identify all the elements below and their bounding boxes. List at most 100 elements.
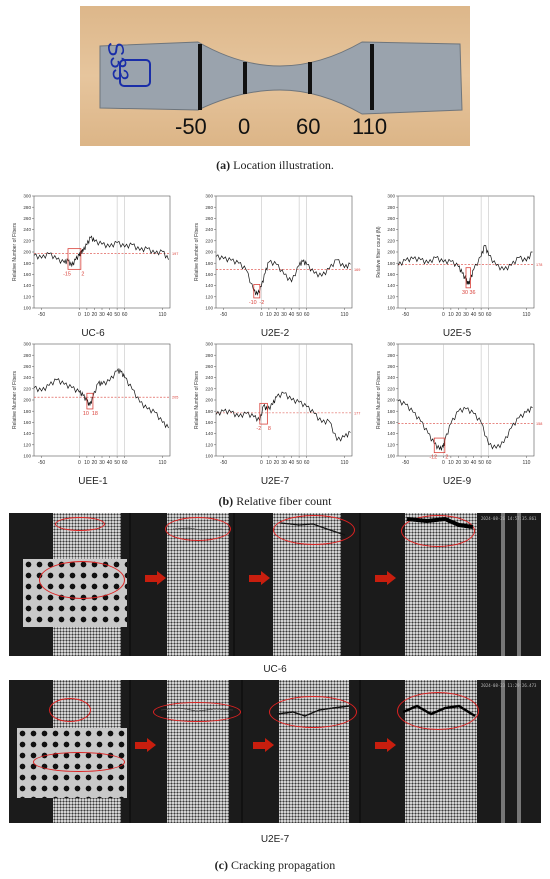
y-tick-label: 120 xyxy=(205,294,213,299)
y-tick-label: 240 xyxy=(387,227,395,232)
x-tick-label: 110 xyxy=(522,312,530,318)
photo-frame-3 xyxy=(243,680,359,823)
chart-title: UEE-1 xyxy=(78,476,108,487)
progress-arrow-head xyxy=(387,738,396,752)
highlight-label-end: 8 xyxy=(268,426,271,432)
x-tick-label: -50 xyxy=(38,312,45,318)
photo-row-label-uc-6: UC-6 xyxy=(263,664,287,675)
progress-arrow xyxy=(135,742,147,749)
mean-label: 169 xyxy=(354,268,360,272)
y-tick-label: 180 xyxy=(205,409,213,414)
x-tick-label: 60 xyxy=(486,312,492,318)
y-tick-label: 280 xyxy=(23,353,31,358)
series-line xyxy=(33,367,169,429)
y-tick-label: 100 xyxy=(387,306,395,311)
x-tick-label: 60 xyxy=(486,460,492,466)
x-tick-label: 30 xyxy=(99,312,105,318)
y-tick-label: 280 xyxy=(205,353,213,358)
x-tick-label: 10 xyxy=(84,312,90,318)
highlight-box xyxy=(86,392,94,410)
mean-label: 197 xyxy=(172,252,178,256)
x-tick-label: 110 xyxy=(522,460,530,466)
x-tick-label: 50 xyxy=(296,312,302,318)
plot-area xyxy=(33,343,171,457)
x-tick-label: 10 xyxy=(266,460,272,466)
crack-highlight-ellipse xyxy=(165,517,231,541)
marker-label-60: 60 xyxy=(296,114,321,139)
x-tick-label: -50 xyxy=(38,460,45,466)
series-line xyxy=(215,391,351,442)
photo-frame-2 xyxy=(131,513,233,656)
x-tick-label: 50 xyxy=(478,312,484,318)
progress-arrow xyxy=(145,575,157,582)
chart-title: U2E-5 xyxy=(442,328,472,339)
y-tick-label: 240 xyxy=(205,375,213,380)
photo-row-uc-6: 2024-08-26 14:57:35.861 xyxy=(9,513,541,656)
x-tick-label: 110 xyxy=(158,312,166,318)
caption-a: (a) Location illustration. xyxy=(0,158,550,173)
y-tick-label: 200 xyxy=(23,398,31,403)
chart-title: UC-6 xyxy=(81,328,105,339)
x-tick-label: 60 xyxy=(122,312,128,318)
x-tick-label: 0 xyxy=(442,312,445,318)
crack-highlight-ellipse xyxy=(401,515,475,547)
specimen-marking xyxy=(119,59,151,87)
y-tick-label: 220 xyxy=(23,386,31,391)
y-tick-label: 300 xyxy=(23,194,31,199)
x-tick-label: 110 xyxy=(340,312,348,318)
photo-row-u2e-7: 2024-08-23 11:29:26.473 xyxy=(9,680,541,823)
y-tick-label: 200 xyxy=(387,398,395,403)
x-tick-label: 60 xyxy=(122,460,128,466)
caption-c-text: Cracking propagation xyxy=(231,858,336,872)
photo-frame-1 xyxy=(9,680,129,823)
y-tick-label: 180 xyxy=(23,261,31,266)
y-tick-label: 240 xyxy=(23,375,31,380)
progress-arrow xyxy=(253,742,265,749)
x-tick-label: 40 xyxy=(289,460,295,466)
y-tick-label: 100 xyxy=(23,306,31,311)
crack-highlight-ellipse xyxy=(153,702,241,722)
x-tick-label: 10 xyxy=(84,460,90,466)
plot-area xyxy=(215,195,353,309)
chart-u2e-5-svg: 100 120 140 160 180 200 220 240 260 280 300 -50 0 10 2… xyxy=(376,194,542,318)
photo-frame-4: 2024-08-26 14:57:35.861 xyxy=(361,513,541,656)
chart-u2e-9: 100 120 140 160 180 200 220 240 260 280 300 -50 0 10 2… xyxy=(372,340,542,490)
x-tick-label: 0 xyxy=(260,312,263,318)
mean-label: 177 xyxy=(354,411,360,415)
x-tick-label: 50 xyxy=(478,460,484,466)
timestamp: 2024-08-23 11:29:26.473 xyxy=(481,683,537,688)
series-line xyxy=(215,254,351,296)
y-tick-label: 220 xyxy=(387,238,395,243)
y-tick-label: 200 xyxy=(23,250,31,255)
y-tick-label: 280 xyxy=(23,205,31,210)
y-tick-label: 120 xyxy=(387,442,395,447)
y-tick-label: 260 xyxy=(23,216,31,221)
highlight-label-start: -10 xyxy=(249,300,257,306)
specimen-drawing xyxy=(99,41,463,115)
y-tick-label: 120 xyxy=(205,442,213,447)
y-tick-label: 300 xyxy=(205,342,213,347)
x-tick-label: 0 xyxy=(260,460,263,466)
grip-bar xyxy=(517,680,521,823)
crack-line xyxy=(280,522,346,536)
x-tick-label: 40 xyxy=(471,312,477,318)
highlight-label-start: -15 xyxy=(63,271,71,277)
y-tick-label: 160 xyxy=(387,272,395,277)
y-tick-label: 220 xyxy=(205,386,213,391)
y-tick-label: 220 xyxy=(205,238,213,243)
crack-line xyxy=(172,527,224,531)
y-axis-label: Relative Number of Fibers xyxy=(376,370,382,429)
crack-highlight-ellipse xyxy=(273,515,355,545)
y-axis-label: Relative Number of Fibers xyxy=(194,222,200,281)
y-tick-label: 120 xyxy=(23,294,31,299)
highlight-label-start: -12 xyxy=(429,455,437,461)
y-tick-label: 260 xyxy=(387,364,395,369)
x-tick-label: 10 xyxy=(448,460,454,466)
y-tick-label: 300 xyxy=(387,194,395,199)
caption-c: (c) Cracking propagation xyxy=(0,858,550,873)
caption-a-letter: (a) xyxy=(216,158,231,172)
y-tick-label: 300 xyxy=(23,342,31,347)
y-tick-label: 180 xyxy=(387,409,395,414)
y-tick-label: 160 xyxy=(205,420,213,425)
caption-b-text: Relative fiber count xyxy=(236,494,332,508)
